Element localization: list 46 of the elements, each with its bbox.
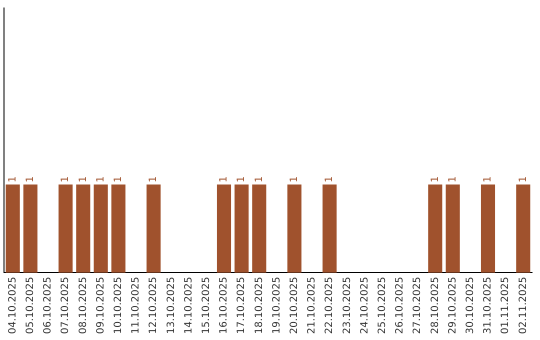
data-label: 1 <box>218 176 230 182</box>
x-tick-label: 07.10.2025 <box>60 276 72 334</box>
x-tick-label: 20.10.2025 <box>288 276 300 334</box>
x-tick-label: 19.10.2025 <box>271 276 282 334</box>
x-tick-label: 31.10.2025 <box>482 276 494 334</box>
x-tick-label: 09.10.2025 <box>95 276 106 334</box>
x-tick-label: 11.10.2025 <box>130 276 142 334</box>
x-tick-label: 13.10.2025 <box>166 276 177 334</box>
data-label: 1 <box>430 176 441 182</box>
x-tick-label: 24.10.2025 <box>359 276 370 334</box>
x-tick-label: 28.10.2025 <box>430 276 441 334</box>
x-tick-label: 22.10.2025 <box>324 276 336 334</box>
x-tick-label: 17.10.2025 <box>236 276 248 334</box>
x-tick-label: 23.10.2025 <box>342 276 353 334</box>
x-tick-label: 15.10.2025 <box>200 276 212 334</box>
data-label: 1 <box>7 176 18 182</box>
data-label: 1 <box>60 176 72 182</box>
data-label: 1 <box>24 176 36 182</box>
data-label: 1 <box>78 176 89 182</box>
x-tick-label: 16.10.2025 <box>218 276 230 334</box>
x-tick-label: 06.10.2025 <box>42 276 54 334</box>
x-tick-label: 02.11.2025 <box>518 276 529 334</box>
x-tick-label: 01.11.2025 <box>500 276 512 334</box>
x-tick-label: 30.10.2025 <box>464 276 476 334</box>
data-label: 1 <box>236 176 248 182</box>
x-tick-label: 18.10.2025 <box>254 276 265 334</box>
data-label: 1 <box>324 176 336 182</box>
data-label: 1 <box>518 176 529 182</box>
x-tick-label: 05.10.2025 <box>24 276 36 334</box>
data-label: 1 <box>482 176 494 182</box>
x-tick-label: 29.10.2025 <box>447 276 458 334</box>
data-label: 1 <box>288 176 300 182</box>
x-tick-label: 08.10.2025 <box>78 276 89 334</box>
x-tick-label: 10.10.2025 <box>112 276 124 334</box>
x-tick-label: 21.10.2025 <box>306 276 318 334</box>
x-tick-label: 27.10.2025 <box>412 276 424 334</box>
x-tick-label: 04.10.2025 <box>7 276 18 334</box>
data-label: 1 <box>112 176 124 182</box>
x-tick-label: 26.10.2025 <box>394 276 406 334</box>
data-label: 1 <box>95 176 106 182</box>
data-label: 1 <box>148 176 160 182</box>
x-tick-label: 14.10.2025 <box>183 276 194 334</box>
x-tick-label: 25.10.2025 <box>376 276 388 334</box>
x-tick-label: 12.10.2025 <box>148 276 160 334</box>
data-label: 1 <box>447 176 458 182</box>
data-label: 1 <box>254 176 265 182</box>
